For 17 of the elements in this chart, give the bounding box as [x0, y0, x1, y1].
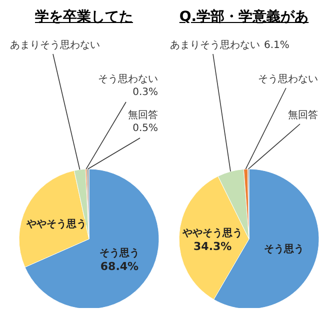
slice-label: 無回答	[128, 109, 158, 121]
data-label: 0.5%	[132, 123, 158, 134]
data-label: 68.4%	[100, 260, 139, 274]
slice-label: そう思わない	[258, 74, 318, 85]
slice-label: そう思わない	[98, 74, 158, 85]
chart-title: Q.学部・学意義があ	[179, 9, 309, 25]
chart-title: 学を卒業してた	[35, 9, 133, 25]
slice-label: そう思う	[264, 243, 304, 256]
slice-label: ややそう思う	[26, 218, 87, 230]
slice-label: あまりそう思わない	[170, 40, 260, 51]
data-label: 34.3%	[194, 240, 232, 253]
slice-label: ややそう思う	[182, 226, 243, 239]
slice-label: 無回答	[288, 109, 318, 121]
data-label: 6.1%	[264, 40, 290, 51]
slice-label: あまりそう思わない	[10, 40, 100, 51]
slice-label: そう思う	[99, 247, 140, 260]
data-label: 0.3%	[132, 87, 158, 98]
